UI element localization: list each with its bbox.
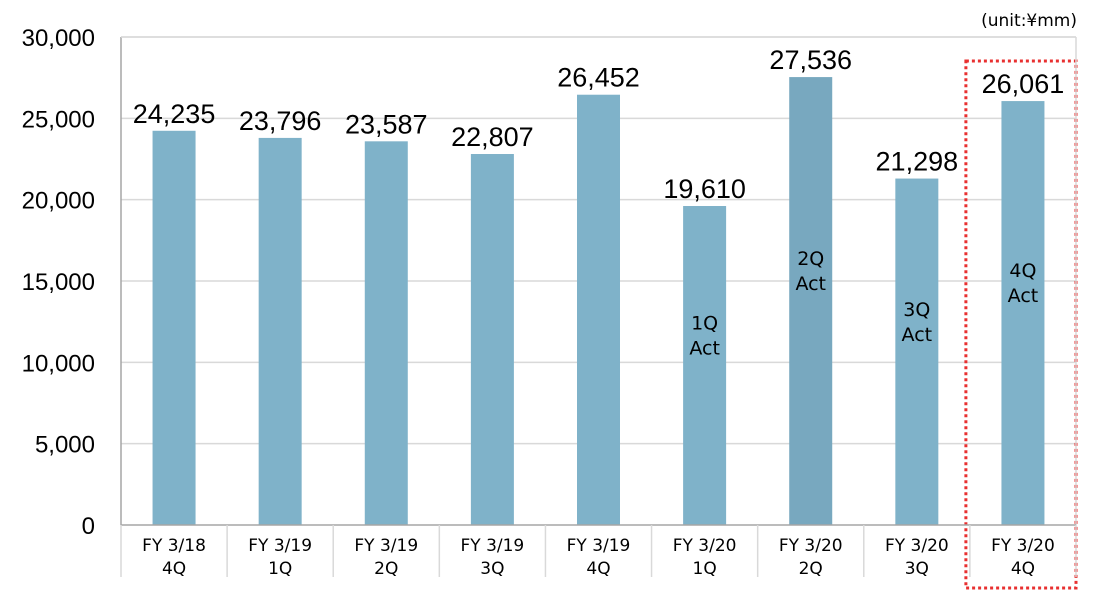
data-label: 26,452 (557, 63, 640, 93)
x-tick-label: 4Q (586, 559, 610, 579)
y-axis: 0 5,000 10,000 15,000 20,000 25,000 30,000 (22, 25, 1077, 540)
bar-annotation: 4Q (1009, 260, 1036, 282)
x-tick-label: 3Q (905, 559, 929, 579)
bar-annotation: Act (689, 338, 720, 360)
y-tick-label: 15,000 (22, 269, 95, 296)
bar (895, 178, 939, 525)
x-tick-label: FY 3/19 (461, 536, 525, 556)
data-label: 24,235 (133, 99, 216, 129)
unit-label: (unit:¥mm) (981, 11, 1077, 31)
x-tick-label: FY 3/20 (779, 536, 843, 556)
bar (470, 154, 514, 525)
bar (152, 130, 196, 525)
data-label: 27,536 (769, 45, 852, 75)
y-tick-label: 30,000 (22, 25, 95, 52)
bar (364, 141, 408, 526)
y-tick-label: 25,000 (22, 106, 95, 133)
x-tick-label: 1Q (268, 559, 292, 579)
x-tick-label: FY 3/19 (248, 536, 312, 556)
bar (789, 77, 833, 526)
x-tick-label: FY 3/18 (142, 536, 206, 556)
data-label: 19,610 (663, 174, 746, 204)
x-tick-label: 4Q (162, 559, 186, 579)
x-tick-label: 3Q (480, 559, 504, 579)
data-label: 21,298 (876, 147, 959, 177)
y-tick-label: 5,000 (35, 432, 95, 459)
bar-annotation: Act (1008, 285, 1039, 307)
data-label: 22,807 (451, 122, 534, 152)
x-tick-label: FY 3/19 (354, 536, 418, 556)
bar (258, 137, 302, 525)
bar-annotation: 3Q (903, 299, 930, 321)
data-label: 26,061 (982, 69, 1065, 99)
data-label: 23,796 (239, 106, 322, 136)
x-tick-label: FY 3/20 (885, 536, 949, 556)
x-tick-label: FY 3/20 (991, 536, 1055, 556)
y-tick-label: 10,000 (22, 350, 95, 377)
bars (152, 77, 1045, 526)
bar-annotation: 2Q (797, 248, 824, 270)
x-axis: FY 3/18 4Q FY 3/19 1Q FY 3/19 2Q FY 3/19 3Q FY 3… (120, 524, 1077, 579)
x-tick-label: 4Q (1011, 559, 1035, 579)
bar-annotation: Act (795, 273, 826, 295)
y-tick-label: 0 (82, 513, 95, 540)
bar-annotation: Act (902, 324, 933, 346)
data-label: 23,587 (345, 109, 428, 139)
y-tick-label: 20,000 (22, 188, 95, 215)
x-tick-label: FY 3/20 (673, 536, 737, 556)
bar (1001, 101, 1045, 525)
x-tick-label: 1Q (693, 559, 717, 579)
bar-annotation: 1Q (691, 313, 718, 335)
x-tick-label: FY 3/19 (567, 536, 631, 556)
data-labels: 24,235 23,796 23,587 22,807 26,452 19,610 1Q Ac… (133, 45, 1078, 590)
bar (577, 94, 620, 525)
bar (683, 206, 727, 525)
x-tick-label: 2Q (799, 559, 823, 579)
x-tick-label: 2Q (374, 559, 398, 579)
